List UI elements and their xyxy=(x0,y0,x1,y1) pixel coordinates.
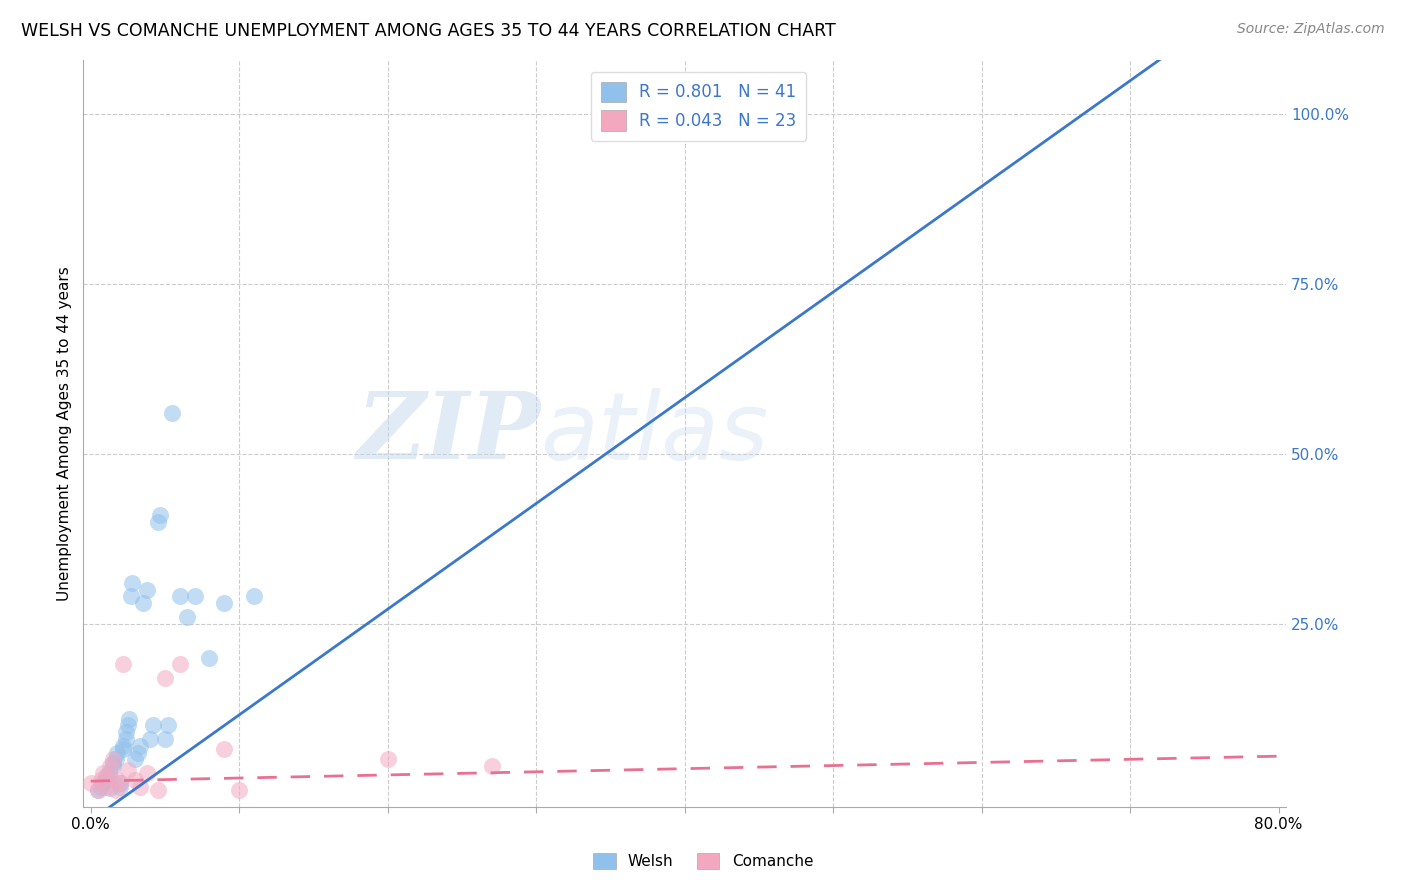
Point xyxy=(115,725,138,739)
Point xyxy=(110,776,132,790)
Point xyxy=(149,508,172,522)
Point xyxy=(243,590,266,604)
Point xyxy=(107,746,129,760)
Point xyxy=(104,752,127,766)
Point xyxy=(131,596,153,610)
Point xyxy=(214,596,236,610)
Text: Source: ZipAtlas.com: Source: ZipAtlas.com xyxy=(1237,22,1385,37)
Point xyxy=(183,590,205,604)
Point xyxy=(124,772,146,787)
Point xyxy=(98,759,121,773)
Point xyxy=(169,657,191,672)
Point xyxy=(128,780,150,794)
Text: WELSH VS COMANCHE UNEMPLOYMENT AMONG AGES 35 TO 44 YEARS CORRELATION CHART: WELSH VS COMANCHE UNEMPLOYMENT AMONG AGE… xyxy=(21,22,835,40)
Point xyxy=(87,783,110,797)
Point xyxy=(128,739,150,753)
Point xyxy=(169,590,191,604)
Point xyxy=(117,763,139,777)
Point xyxy=(115,732,138,747)
Point xyxy=(377,752,399,766)
Point xyxy=(94,772,117,787)
Point xyxy=(107,772,129,787)
Point xyxy=(127,746,149,760)
Point xyxy=(214,742,236,756)
Point xyxy=(146,783,169,797)
Point xyxy=(153,671,176,685)
Point xyxy=(90,772,112,787)
Point xyxy=(97,766,120,780)
Point xyxy=(153,732,176,747)
Point xyxy=(228,783,250,797)
Point xyxy=(136,766,159,780)
Point xyxy=(198,650,221,665)
Point xyxy=(101,759,124,773)
Point xyxy=(120,590,142,604)
Point xyxy=(90,780,112,794)
Point xyxy=(156,718,179,732)
Point xyxy=(142,718,165,732)
Point xyxy=(98,780,121,795)
Point xyxy=(139,732,162,747)
Legend: R = 0.801   N = 41, R = 0.043   N = 23: R = 0.801 N = 41, R = 0.043 N = 23 xyxy=(591,71,806,141)
Point xyxy=(91,766,114,780)
Point xyxy=(176,609,198,624)
Point xyxy=(101,752,124,766)
Point xyxy=(117,718,139,732)
Legend: Welsh, Comanche: Welsh, Comanche xyxy=(586,847,820,875)
Point xyxy=(94,780,117,794)
Point xyxy=(146,515,169,529)
Point xyxy=(94,769,117,783)
Point xyxy=(80,776,103,790)
Point xyxy=(614,120,637,135)
Point xyxy=(104,783,127,797)
Y-axis label: Unemployment Among Ages 35 to 44 years: Unemployment Among Ages 35 to 44 years xyxy=(58,266,72,600)
Point xyxy=(112,742,135,756)
Point xyxy=(162,406,184,420)
Point xyxy=(97,769,120,783)
Point xyxy=(118,712,141,726)
Point xyxy=(87,783,110,797)
Point xyxy=(136,582,159,597)
Point xyxy=(110,776,132,790)
Point xyxy=(481,759,503,773)
Point xyxy=(91,776,114,790)
Point xyxy=(121,575,143,590)
Text: atlas: atlas xyxy=(540,388,769,479)
Point xyxy=(101,756,124,770)
Point xyxy=(112,739,135,753)
Point xyxy=(124,752,146,766)
Text: ZIP: ZIP xyxy=(356,388,540,478)
Point xyxy=(606,107,628,121)
Point xyxy=(112,657,135,672)
Point xyxy=(110,780,132,794)
